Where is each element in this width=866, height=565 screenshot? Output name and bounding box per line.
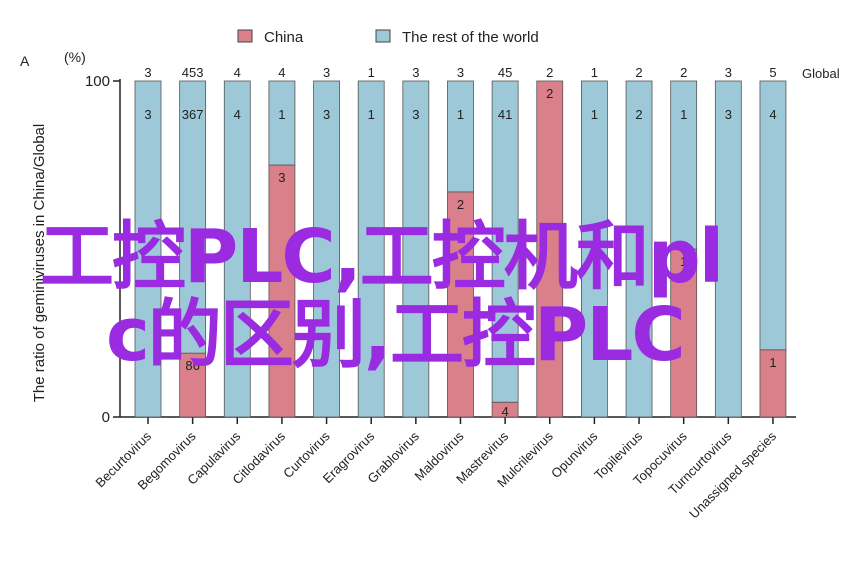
global-count-label: 5: [769, 65, 776, 80]
bar-segment-rest: [447, 80, 474, 193]
global-count-label: 1: [368, 65, 375, 80]
china-value-label: 3: [278, 170, 285, 185]
global-count-label: 3: [457, 65, 464, 80]
bar-segment-rest: [268, 80, 296, 166]
rest-value-label: 3: [323, 107, 330, 122]
bar-segment-rest: [223, 80, 251, 418]
bar-segment-rest: [581, 80, 608, 418]
bar-segment-rest: [759, 80, 787, 351]
global-count-label: 2: [546, 65, 553, 80]
y-tick-label: 0: [102, 409, 110, 426]
legend-swatch: [237, 29, 253, 43]
bar-segment-china: [759, 349, 787, 418]
rest-value-label: 1: [680, 107, 687, 122]
rest-value-label: 4: [234, 107, 241, 122]
y-axis-label: The ratio of geminiviruses in China/Glob…: [31, 124, 48, 402]
rest-value-label: 2: [635, 107, 642, 122]
bar-segment-rest: [491, 80, 519, 403]
global-count-label: 3: [725, 65, 732, 80]
global-count-label: 3: [323, 65, 330, 80]
y-tick-label: 100: [85, 73, 110, 90]
global-count-label: 4: [234, 65, 241, 80]
rest-value-label: 1: [278, 107, 285, 122]
bar-segment-rest: [134, 80, 162, 418]
china-value-label: 1: [769, 355, 776, 370]
global-label: Global: [802, 66, 840, 81]
china-value-label: 2: [546, 86, 553, 101]
bar-segment-rest: [357, 80, 385, 418]
overlay-line-1: 工控PLC,工控机和pl: [40, 214, 724, 300]
global-count-label: 453: [182, 65, 204, 80]
china-value-label: 1: [680, 254, 687, 269]
legend: China The rest of the world: [237, 29, 539, 46]
rest-value-label: 367: [182, 107, 204, 122]
rest-value-label: 1: [457, 107, 464, 122]
global-count-label: 1: [591, 65, 598, 80]
bar-segment-china: [179, 352, 207, 418]
x-tick-label: Unassigned species: [686, 428, 779, 521]
bar-segment-china: [536, 80, 564, 418]
labels: Global3345336786444133311333124541422112…: [144, 65, 839, 419]
bars: [134, 80, 787, 418]
global-count-label: 3: [144, 65, 151, 80]
rest-value-label: 3: [725, 107, 732, 122]
overlay-line-2: c的区别,工控PLC: [106, 292, 686, 378]
china-value-label: 4: [502, 404, 509, 419]
china-value-label: 2: [457, 197, 464, 212]
rest-value-label: 1: [591, 107, 598, 122]
global-count-label: 2: [635, 65, 642, 80]
global-count-label: 3: [412, 65, 419, 80]
watermark-overlay-text: 工控PLC,工控机和pl c的区别,工控PLC: [40, 218, 830, 374]
legend-label: China: [264, 29, 304, 46]
bar-segment-rest: [179, 80, 207, 354]
bar-segment-china: [670, 248, 698, 418]
legend-swatch: [375, 29, 391, 43]
bar-segment-china: [268, 164, 296, 418]
bar-segment-rest: [402, 80, 430, 418]
global-count-label: 4: [278, 65, 285, 80]
rest-value-label: 1: [368, 107, 375, 122]
panel-label: A: [20, 53, 30, 69]
legend-label: The rest of the world: [402, 29, 539, 46]
global-count-label: 2: [680, 65, 687, 80]
rest-value-label: 4: [769, 107, 776, 122]
bar-segment-rest: [313, 80, 340, 418]
global-count-label: 45: [498, 65, 512, 80]
rest-value-label: 3: [412, 107, 419, 122]
china-value-label: 86: [185, 358, 199, 373]
bar-segment-rest: [670, 80, 698, 250]
rest-value-label: 3: [144, 107, 151, 122]
bar-segment-rest: [625, 80, 653, 418]
y-unit-label: (%): [64, 49, 86, 65]
bar-segment-rest: [714, 80, 742, 418]
rest-value-label: 41: [498, 107, 512, 122]
bar-segment-china: [447, 191, 474, 418]
